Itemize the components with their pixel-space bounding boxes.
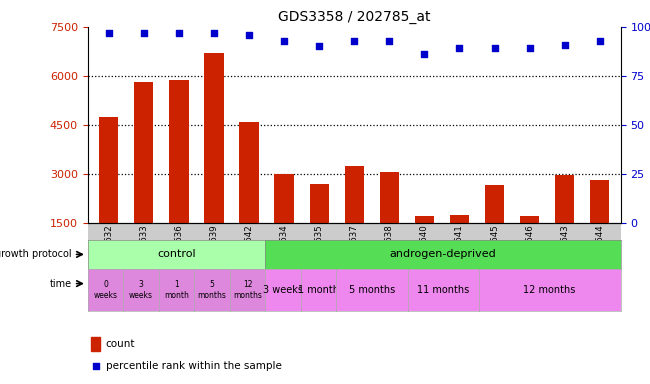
Point <box>595 38 605 44</box>
Point <box>454 45 465 51</box>
Bar <box>309 184 329 272</box>
Text: percentile rank within the sample: percentile rank within the sample <box>105 361 281 371</box>
Bar <box>134 83 153 272</box>
Bar <box>204 53 224 272</box>
Bar <box>520 216 540 272</box>
Text: 1 month: 1 month <box>298 285 339 295</box>
Bar <box>380 172 399 272</box>
Text: 11 months: 11 months <box>417 285 469 295</box>
Bar <box>555 175 575 272</box>
Title: GDS3358 / 202785_at: GDS3358 / 202785_at <box>278 10 430 25</box>
Text: time: time <box>50 278 72 289</box>
Point <box>489 45 500 51</box>
Text: 5
months: 5 months <box>198 280 227 300</box>
Text: growth protocol: growth protocol <box>0 249 72 260</box>
Text: 0
weeks: 0 weeks <box>94 280 118 300</box>
Bar <box>590 180 609 272</box>
Text: androgen-deprived: androgen-deprived <box>390 249 497 260</box>
Point <box>419 51 430 57</box>
Point <box>279 38 289 44</box>
Point <box>560 41 570 48</box>
Text: 12 months: 12 months <box>523 285 576 295</box>
Bar <box>415 216 434 272</box>
Text: 12
months: 12 months <box>233 280 262 300</box>
Text: count: count <box>105 339 135 349</box>
Point <box>336 258 346 264</box>
Point <box>525 45 535 51</box>
Text: control: control <box>157 249 196 260</box>
Point <box>314 43 324 50</box>
Bar <box>169 80 188 272</box>
Point <box>244 31 254 38</box>
Point <box>138 30 149 36</box>
Text: 3 weeks: 3 weeks <box>263 285 303 295</box>
Point <box>103 30 114 36</box>
Bar <box>450 215 469 272</box>
Text: 1
month: 1 month <box>164 280 189 300</box>
Point <box>349 38 359 44</box>
Point <box>209 30 219 36</box>
Bar <box>99 117 118 272</box>
Bar <box>239 121 259 272</box>
Point <box>384 38 395 44</box>
Bar <box>485 185 504 272</box>
Bar <box>274 174 294 272</box>
Bar <box>91 337 100 351</box>
Text: 3
weeks: 3 weeks <box>129 280 153 300</box>
Point <box>174 30 184 36</box>
Bar <box>344 166 364 272</box>
Text: 5 months: 5 months <box>349 285 395 295</box>
